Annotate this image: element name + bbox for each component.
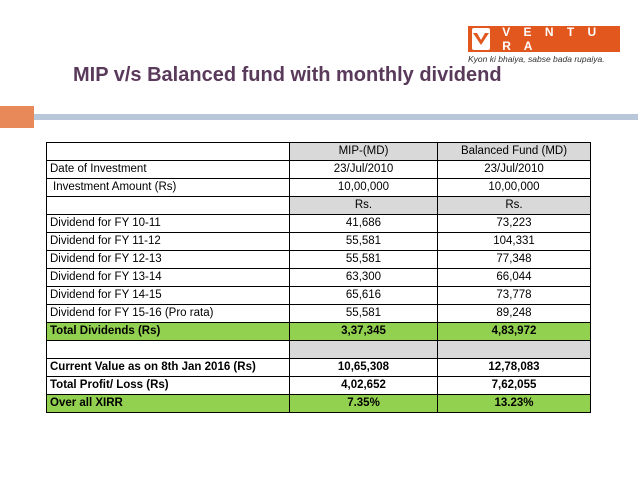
total-dividends-row: Total Dividends (Rs) 3,37,345 4,83,972 (46, 322, 591, 341)
balanced-unit: Rs. (437, 196, 591, 215)
balanced-value: 12,78,083 (437, 358, 591, 377)
mip-value: 63,300 (289, 268, 438, 287)
mip-total: 3,37,345 (289, 322, 438, 341)
balanced-value: 23/Jul/2010 (437, 160, 591, 179)
table-row: Date of Investment 23/Jul/2010 23/Jul/20… (46, 160, 591, 179)
mip-value: 55,581 (289, 232, 438, 251)
row-label: Current Value as on 8th Jan 2016 (Rs) (46, 358, 290, 377)
ventura-logo: V E N T U R A Kyon ki bhaiya, sabse bada… (468, 25, 620, 66)
title-accent-line (34, 114, 638, 120)
table-row: Dividend for FY 15-16 (Pro rata) 55,581 … (46, 304, 591, 323)
table-header-row: MIP-(MD) Balanced Fund (MD) (46, 142, 591, 161)
table-row: Dividend for FY 11-12 55,581 104,331 (46, 232, 591, 251)
balanced-value: 73,778 (437, 286, 591, 305)
balanced-value: 10,00,000 (437, 178, 591, 197)
spacer-row (46, 340, 591, 359)
units-row: Rs. Rs. (46, 196, 591, 215)
row-label (46, 340, 290, 359)
logo-tagline: Kyon ki bhaiya, sabse bada rupaiya. (468, 54, 605, 64)
header-balanced: Balanced Fund (MD) (437, 142, 591, 161)
table-row: Investment Amount (Rs) 10,00,000 10,00,0… (46, 178, 591, 197)
row-label: Investment Amount (Rs) (46, 178, 290, 197)
mip-xirr: 7.35% (289, 394, 438, 413)
balanced-value (437, 340, 591, 359)
table-row: Dividend for FY 12-13 55,581 77,348 (46, 250, 591, 269)
xirr-row: Over all XIRR 7.35% 13.23% (46, 394, 591, 413)
page-title: MIP v/s Balanced fund with monthly divid… (73, 64, 502, 86)
row-label: Dividend for FY 14-15 (46, 286, 290, 305)
table-row: Dividend for FY 10-11 41,686 73,223 (46, 214, 591, 233)
row-label: Dividend for FY 13-14 (46, 268, 290, 287)
balanced-value: 73,223 (437, 214, 591, 233)
mip-value: 55,581 (289, 304, 438, 323)
mip-value: 41,686 (289, 214, 438, 233)
logo-brand-text: V E N T U R A (502, 25, 602, 53)
header-mip: MIP-(MD) (289, 142, 438, 161)
mip-value: 23/Jul/2010 (289, 160, 438, 179)
balanced-value: 77,348 (437, 250, 591, 269)
balanced-total: 4,83,972 (437, 322, 591, 341)
mip-value: 65,616 (289, 286, 438, 305)
row-label: Dividend for FY 11-12 (46, 232, 290, 251)
logo-banner: V E N T U R A (468, 25, 620, 53)
mip-value (289, 340, 438, 359)
title-accent-block (0, 106, 34, 128)
balanced-value: 66,044 (437, 268, 591, 287)
comparison-table: MIP-(MD) Balanced Fund (MD) Date of Inve… (46, 142, 591, 413)
row-label: Over all XIRR (46, 394, 290, 413)
mip-value: 4,02,652 (289, 376, 438, 395)
mip-value: 55,581 (289, 250, 438, 269)
row-label: Dividend for FY 15-16 (Pro rata) (46, 304, 290, 323)
balanced-value: 7,62,055 (437, 376, 591, 395)
table-row: Dividend for FY 14-15 65,616 73,778 (46, 286, 591, 305)
header-label-cell (46, 142, 290, 161)
row-label: Date of Investment (46, 160, 290, 179)
row-label: Dividend for FY 10-11 (46, 214, 290, 233)
mip-value: 10,65,308 (289, 358, 438, 377)
row-label: Total Profit/ Loss (Rs) (46, 376, 290, 395)
table-row: Total Profit/ Loss (Rs) 4,02,652 7,62,05… (46, 376, 591, 395)
table-row: Current Value as on 8th Jan 2016 (Rs) 10… (46, 358, 591, 377)
mip-unit: Rs. (289, 196, 438, 215)
table-row: Dividend for FY 13-14 63,300 66,044 (46, 268, 591, 287)
row-label: Total Dividends (Rs) (46, 322, 290, 341)
balanced-xirr: 13.23% (437, 394, 591, 413)
balanced-value: 89,248 (437, 304, 591, 323)
row-label (46, 196, 290, 215)
balanced-value: 104,331 (437, 232, 591, 251)
row-label: Dividend for FY 12-13 (46, 250, 290, 269)
ventura-v-icon (472, 28, 491, 50)
mip-value: 10,00,000 (289, 178, 438, 197)
